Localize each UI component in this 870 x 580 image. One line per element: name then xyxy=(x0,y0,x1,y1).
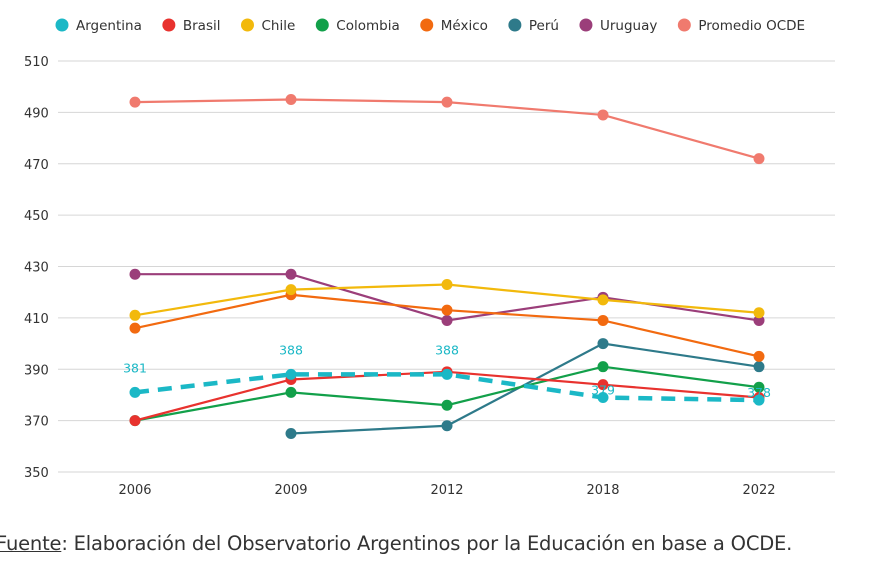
data-point xyxy=(597,314,609,326)
y-tick-label: 430 xyxy=(24,261,49,276)
data-point xyxy=(285,268,297,280)
x-tick-label: 2012 xyxy=(430,483,463,498)
legend-label: Colombia xyxy=(336,18,399,34)
data-point xyxy=(285,368,297,380)
series-line-Perú xyxy=(290,342,760,435)
line-chart: 350 370 390 410 430 450 470 490 510 2006 2009 2012 2… xyxy=(24,18,835,498)
data-label: 381 xyxy=(123,360,147,375)
y-tick-label: 450 xyxy=(24,209,49,224)
legend-marker xyxy=(579,18,593,32)
data-point xyxy=(597,338,609,350)
y-tick-label: 470 xyxy=(24,158,49,173)
data-point xyxy=(597,294,609,306)
x-tick-label: 2006 xyxy=(118,483,151,498)
source-text: : Elaboración del Observatorio Argentino… xyxy=(61,532,793,555)
source-label: Fuente xyxy=(0,532,62,555)
data-point xyxy=(285,427,297,439)
data-point xyxy=(597,109,609,121)
legend-label: Brasil xyxy=(183,18,221,34)
series-line-Argentina xyxy=(134,372,760,403)
data-point xyxy=(285,284,297,296)
legend-label: Perú xyxy=(529,18,559,34)
data-point xyxy=(753,394,765,406)
data-point xyxy=(753,153,765,165)
data-point xyxy=(597,392,609,404)
data-point xyxy=(753,381,765,393)
data-point xyxy=(753,361,765,373)
data-point xyxy=(441,368,453,380)
y-tick-label: 410 xyxy=(24,312,49,327)
data-point xyxy=(753,307,765,319)
x-tick-label: 2009 xyxy=(274,483,307,498)
y-tick-label: 390 xyxy=(24,363,49,378)
data-point xyxy=(441,96,453,108)
data-point xyxy=(129,268,141,280)
legend-marker xyxy=(55,18,69,32)
legend-marker xyxy=(508,18,522,32)
data-point xyxy=(441,304,453,316)
legend-label: México xyxy=(441,18,488,34)
legend-label: Promedio OCDE xyxy=(698,18,805,34)
data-label: 378 xyxy=(747,385,771,400)
data-point xyxy=(441,399,453,411)
data-point xyxy=(129,322,141,334)
data-label: 388 xyxy=(435,342,459,357)
data-point xyxy=(285,94,297,106)
data-point xyxy=(129,415,141,427)
y-tick-label: 370 xyxy=(24,415,49,430)
x-tick-label: 2022 xyxy=(742,483,775,498)
legend-marker xyxy=(677,18,691,32)
data-point xyxy=(441,314,453,326)
legend-marker xyxy=(315,18,329,32)
legend-marker xyxy=(162,18,176,32)
legend-label: Uruguay xyxy=(600,18,657,34)
data-point xyxy=(129,96,141,108)
y-tick-label: 490 xyxy=(24,106,49,121)
x-tick-label: 2018 xyxy=(586,483,619,498)
data-point xyxy=(285,386,297,398)
y-tick-label: 510 xyxy=(24,55,49,70)
legend-marker xyxy=(420,18,434,32)
series-line-Promedio OCDE xyxy=(134,98,760,160)
data-point xyxy=(597,361,609,373)
legend-label: Argentina xyxy=(76,18,142,34)
data-point xyxy=(129,309,141,321)
data-point xyxy=(753,314,765,326)
source-note: Fuente: Elaboración del Observatorio Arg… xyxy=(0,532,792,555)
data-point xyxy=(597,379,609,391)
data-point xyxy=(753,350,765,362)
data-label: 379 xyxy=(591,383,615,398)
legend-label: Chile xyxy=(261,18,295,34)
data-point xyxy=(441,278,453,290)
data-label: 388 xyxy=(279,342,303,357)
y-tick-label: 350 xyxy=(24,466,49,481)
legend-marker xyxy=(240,18,254,32)
data-point xyxy=(129,386,141,398)
data-point xyxy=(441,420,453,432)
